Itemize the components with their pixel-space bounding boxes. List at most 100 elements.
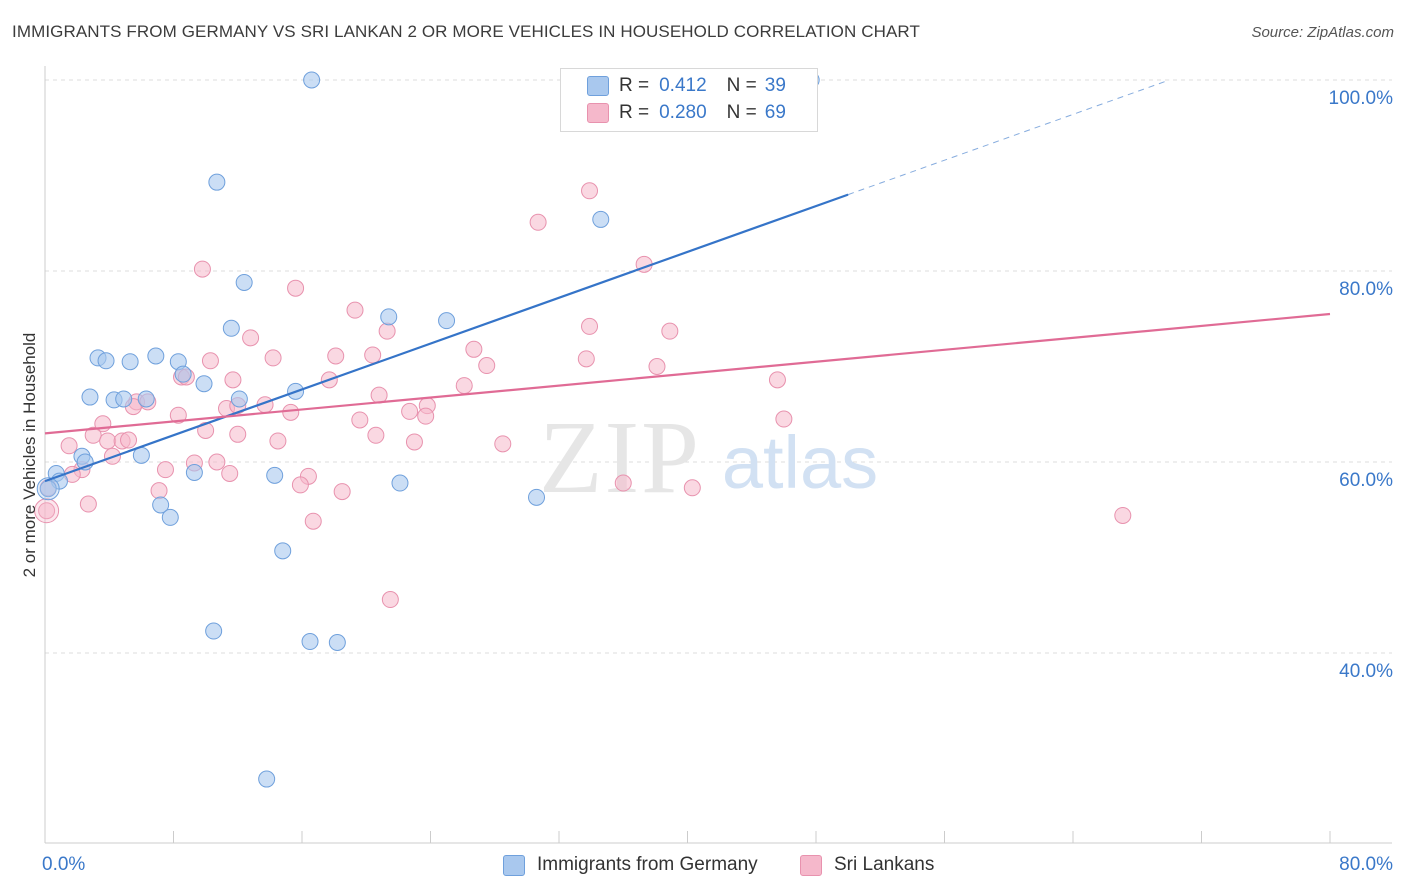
x-tick-label: 0.0% [42, 854, 85, 875]
data-point-sri-lankans [346, 301, 364, 319]
data-point-germany [195, 375, 213, 393]
data-point-sri-lankans [529, 213, 547, 231]
data-point-germany [208, 173, 226, 191]
legend-n-value: 69 [764, 102, 786, 123]
data-point-sri-lankans [34, 498, 60, 524]
data-point-sri-lankans [229, 425, 247, 443]
data-point-germany [161, 508, 179, 526]
data-point-germany [36, 477, 60, 501]
data-point-sri-lankans [224, 371, 242, 389]
data-point-sri-lankans [494, 435, 512, 453]
y-tick-label: 80.0% [1339, 279, 1393, 300]
legend-swatch-sri-lankans [587, 103, 609, 123]
data-point-sri-lankans [291, 476, 309, 494]
data-point-sri-lankans [401, 402, 419, 420]
data-point-sri-lankans [197, 421, 215, 439]
legend-r-label: R = [619, 102, 650, 123]
data-point-germany [81, 388, 99, 406]
data-point-sri-lankans [120, 431, 138, 449]
data-point-sri-lankans [333, 483, 351, 501]
data-point-germany [174, 365, 192, 383]
data-point-sri-lankans [775, 410, 793, 428]
data-point-sri-lankans [405, 433, 423, 451]
legend-swatch-germany [587, 76, 609, 96]
legend-n-label: N = [726, 102, 757, 123]
data-point-sri-lankans [577, 350, 595, 368]
data-point-germany [97, 352, 115, 370]
x-tick-label: 80.0% [1339, 854, 1393, 875]
axes [44, 66, 1392, 844]
data-point-germany [121, 353, 139, 371]
watermark-zip: ZIP [539, 400, 701, 515]
data-point-sri-lankans [661, 322, 679, 340]
data-point-sri-lankans [1114, 506, 1132, 524]
bottom-legend-swatch-germany [503, 854, 525, 876]
data-point-sri-lankans [327, 347, 345, 365]
legend-n-value: 39 [764, 75, 786, 96]
data-point-germany [152, 496, 170, 514]
watermark-atlas: atlas [722, 421, 878, 504]
y-axis-label: 2 or more Vehicles in Household [20, 332, 39, 578]
watermark: ZIP atlas [539, 400, 878, 515]
legend-row-sri-lankans: R = 0.280 N = 69 [587, 100, 786, 126]
tick-labels: 40.0% 60.0% 80.0% 100.0% 0.0% 80.0% [42, 88, 1393, 875]
data-point-sri-lankans [79, 495, 97, 513]
data-point-sri-lankans [193, 260, 211, 278]
data-point-germany [438, 312, 456, 330]
data-point-sri-lankans [378, 322, 396, 340]
data-point-germany [230, 390, 248, 408]
data-point-sri-lankans [84, 426, 102, 444]
trend-line-germany-extension [847, 79, 1170, 196]
data-point-sri-lankans [417, 407, 435, 425]
data-point-sri-lankans [208, 453, 226, 471]
data-point-germany [185, 464, 203, 482]
legend-n-label: N = [726, 75, 757, 96]
trend-lines [44, 79, 1331, 483]
data-point-sri-lankans [367, 426, 385, 444]
data-point-sri-lankans [99, 432, 117, 450]
data-point-sri-lankans [581, 317, 599, 335]
data-point-sri-lankans [768, 371, 786, 389]
chart-title: IMMIGRANTS FROM GERMANY VS SRI LANKAN 2 … [12, 22, 920, 41]
bottom-legend-swatch-sri-lankans [800, 854, 822, 876]
data-point-sri-lankans [60, 437, 78, 455]
data-point-sri-lankans [478, 357, 496, 375]
data-point-germany [205, 622, 223, 640]
data-point-sri-lankans [287, 279, 305, 297]
data-point-sri-lankans [169, 406, 187, 424]
data-point-germany [528, 488, 546, 506]
data-point-germany [222, 319, 240, 337]
legend-r-label: R = [619, 75, 650, 96]
data-point-sri-lankans [264, 349, 282, 367]
data-point-germany [391, 474, 409, 492]
data-point-sri-lankans [364, 346, 382, 364]
data-point-sri-lankans [150, 482, 168, 500]
data-point-sri-lankans [648, 358, 666, 375]
data-point-germany [115, 390, 133, 408]
source-label: Source: ZipAtlas.com [1251, 24, 1394, 41]
bottom-legend-germany: Immigrants from Germany [503, 852, 758, 878]
bottom-legend-label-sri-lankans: Sri Lankans [834, 854, 935, 875]
data-point-germany [301, 633, 319, 651]
data-point-germany [258, 770, 276, 788]
data-point-sri-lankans [381, 591, 399, 609]
y-tick-label: 40.0% [1339, 661, 1393, 682]
bottom-legend-sri-lankans: Sri Lankans [800, 852, 934, 878]
legend: R = 0.412 N = 39 R = 0.280 N = 69 [560, 68, 818, 132]
data-point-sri-lankans [242, 329, 260, 347]
data-point-germany [266, 466, 284, 484]
data-point-germany [235, 273, 253, 291]
data-point-sri-lankans [156, 461, 174, 479]
trend-line-germany [44, 193, 849, 483]
series-sri-lankans [34, 182, 1132, 609]
legend-row-germany: R = 0.412 N = 39 [587, 73, 786, 99]
data-point-sri-lankans [221, 464, 239, 482]
grid-lines [45, 79, 1392, 654]
data-point-germany [328, 633, 346, 651]
data-point-sri-lankans [683, 479, 701, 497]
legend-r-value: 0.412 [659, 75, 707, 96]
data-point-germany [137, 390, 155, 408]
data-point-sri-lankans [351, 411, 369, 429]
data-point-sri-lankans [581, 182, 599, 200]
